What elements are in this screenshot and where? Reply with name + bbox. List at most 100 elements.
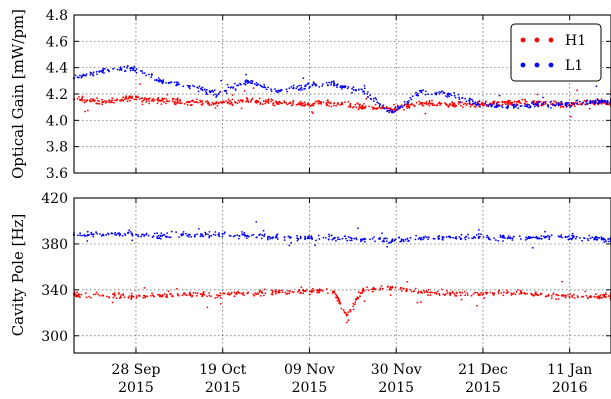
data-point [126, 65, 129, 68]
data-point [299, 236, 302, 239]
data-point [576, 89, 578, 92]
data-point [166, 235, 168, 238]
data-point [568, 295, 571, 298]
data-point [322, 101, 325, 104]
data-point [538, 101, 541, 104]
data-point [255, 82, 258, 84]
data-point [119, 295, 122, 298]
data-point [153, 232, 156, 235]
data-point [132, 69, 134, 71]
data-point [229, 235, 232, 237]
data-point [108, 70, 110, 73]
data-point [536, 102, 539, 105]
data-point [475, 234, 478, 236]
data-point [157, 97, 160, 99]
data-point [197, 228, 200, 230]
data-point [475, 106, 477, 108]
data-point [397, 106, 400, 108]
data-point [324, 237, 327, 239]
data-point [573, 297, 576, 299]
data-point [450, 94, 453, 97]
data-point [540, 103, 543, 105]
data-point [193, 235, 196, 238]
data-point [596, 238, 599, 241]
x-tick-label-year: 2015 [378, 380, 414, 396]
data-point [236, 234, 239, 237]
data-point [524, 100, 527, 103]
data-point [244, 81, 247, 84]
data-point [238, 101, 241, 103]
data-point [147, 98, 150, 100]
data-point [565, 105, 568, 108]
data-point [602, 293, 605, 296]
data-point [408, 100, 410, 102]
data-point [298, 84, 300, 87]
data-point [350, 237, 353, 240]
data-point [186, 84, 189, 87]
data-point [423, 102, 426, 104]
data-point [141, 70, 144, 72]
data-point [586, 99, 589, 102]
data-point [461, 106, 464, 108]
data-point [143, 98, 146, 101]
data-point [98, 102, 101, 105]
data-point [226, 293, 229, 295]
data-point [568, 104, 571, 106]
data-point [302, 292, 304, 295]
data-point [232, 86, 235, 88]
data-point [299, 102, 302, 105]
data-point [291, 291, 294, 293]
data-point [223, 231, 226, 234]
data-point [142, 296, 145, 299]
data-point [427, 93, 429, 96]
data-point [153, 99, 156, 101]
data-point [159, 237, 162, 240]
data-point [249, 81, 252, 84]
data-point [101, 103, 104, 106]
data-point [469, 97, 471, 100]
data-point [78, 293, 81, 296]
data-point [480, 233, 482, 236]
data-point [222, 292, 224, 295]
data-point [167, 290, 170, 293]
data-point [326, 84, 329, 86]
data-point [407, 105, 410, 107]
data-point [477, 233, 480, 235]
data-point [486, 291, 489, 294]
data-point [170, 230, 173, 233]
data-point [596, 98, 599, 100]
data-point [465, 235, 468, 238]
data-point [102, 234, 105, 237]
data-point [328, 81, 330, 84]
data-point [532, 294, 535, 297]
data-point [252, 293, 255, 296]
data-point [518, 293, 521, 295]
data-point [168, 100, 171, 103]
data-point [179, 102, 182, 105]
data-point [277, 90, 279, 92]
data-point [472, 102, 474, 105]
data-point [555, 298, 557, 300]
data-point [330, 84, 332, 86]
data-point [509, 99, 511, 102]
data-point [601, 100, 604, 102]
data-point [354, 89, 357, 92]
data-point [176, 294, 179, 296]
data-point [487, 105, 490, 108]
data-point [420, 91, 423, 94]
data-point [579, 237, 581, 239]
data-point [272, 104, 274, 106]
data-point [388, 109, 391, 112]
data-point [192, 291, 195, 294]
data-point [603, 241, 606, 244]
data-point [587, 239, 590, 242]
data-point [446, 291, 449, 294]
data-point [567, 293, 569, 296]
data-point [204, 101, 207, 103]
data-point [336, 299, 339, 302]
data-point [151, 292, 153, 295]
data-point [501, 101, 504, 104]
data-point [568, 238, 571, 241]
data-point [540, 292, 543, 295]
data-point [367, 96, 370, 98]
